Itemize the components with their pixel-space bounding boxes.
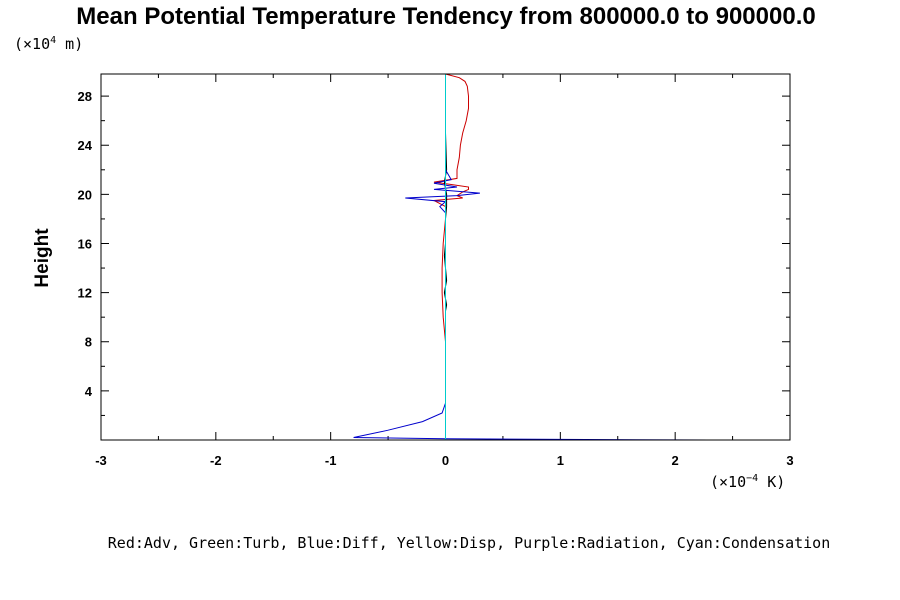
x-tick-label: -3	[95, 453, 107, 468]
chart-title: Mean Potential Temperature Tendency from…	[76, 3, 815, 30]
x-unit-label: (×10−4 K)	[710, 473, 785, 491]
y-tick-label: 20	[78, 187, 92, 202]
x-tick-label: -1	[325, 453, 337, 468]
plot-frame	[100, 73, 791, 441]
x-tick-label: 2	[672, 453, 679, 468]
x-tick-labels: -3 -2 -1 0 1 2 3	[95, 453, 793, 468]
y-unit-exponent: 4	[50, 35, 56, 46]
series-layer	[353, 73, 710, 441]
y-axis-label: Height	[32, 228, 53, 288]
y-tick-label: 12	[78, 286, 92, 301]
x-unit-prefix: (×10	[710, 473, 746, 491]
x-unit-exponent: −4	[746, 473, 758, 484]
x-tick-label: -2	[210, 453, 222, 468]
y-tick-label: 4	[85, 384, 93, 399]
y-unit-suffix: m)	[56, 35, 83, 53]
x-unit-suffix: K)	[758, 473, 785, 491]
y-tick-label: 28	[78, 89, 92, 104]
x-tick-label: 0	[442, 453, 449, 468]
y-tick-labels: 4 8 12 16 20 24 28	[78, 89, 93, 399]
x-tick-label: 1	[557, 453, 564, 468]
y-tick-label: 8	[85, 335, 92, 350]
y-tick-label: 24	[78, 138, 93, 153]
y-unit-prefix: (×10	[14, 35, 50, 53]
series-line-2	[353, 74, 710, 441]
x-tick-label: 3	[786, 453, 793, 468]
y-unit-label: (×104 m)	[14, 35, 83, 53]
series-line-0	[432, 73, 469, 440]
legend-text: Red:Adv, Green:Turb, Blue:Diff, Yellow:D…	[108, 534, 830, 552]
y-tick-label: 16	[78, 236, 92, 251]
